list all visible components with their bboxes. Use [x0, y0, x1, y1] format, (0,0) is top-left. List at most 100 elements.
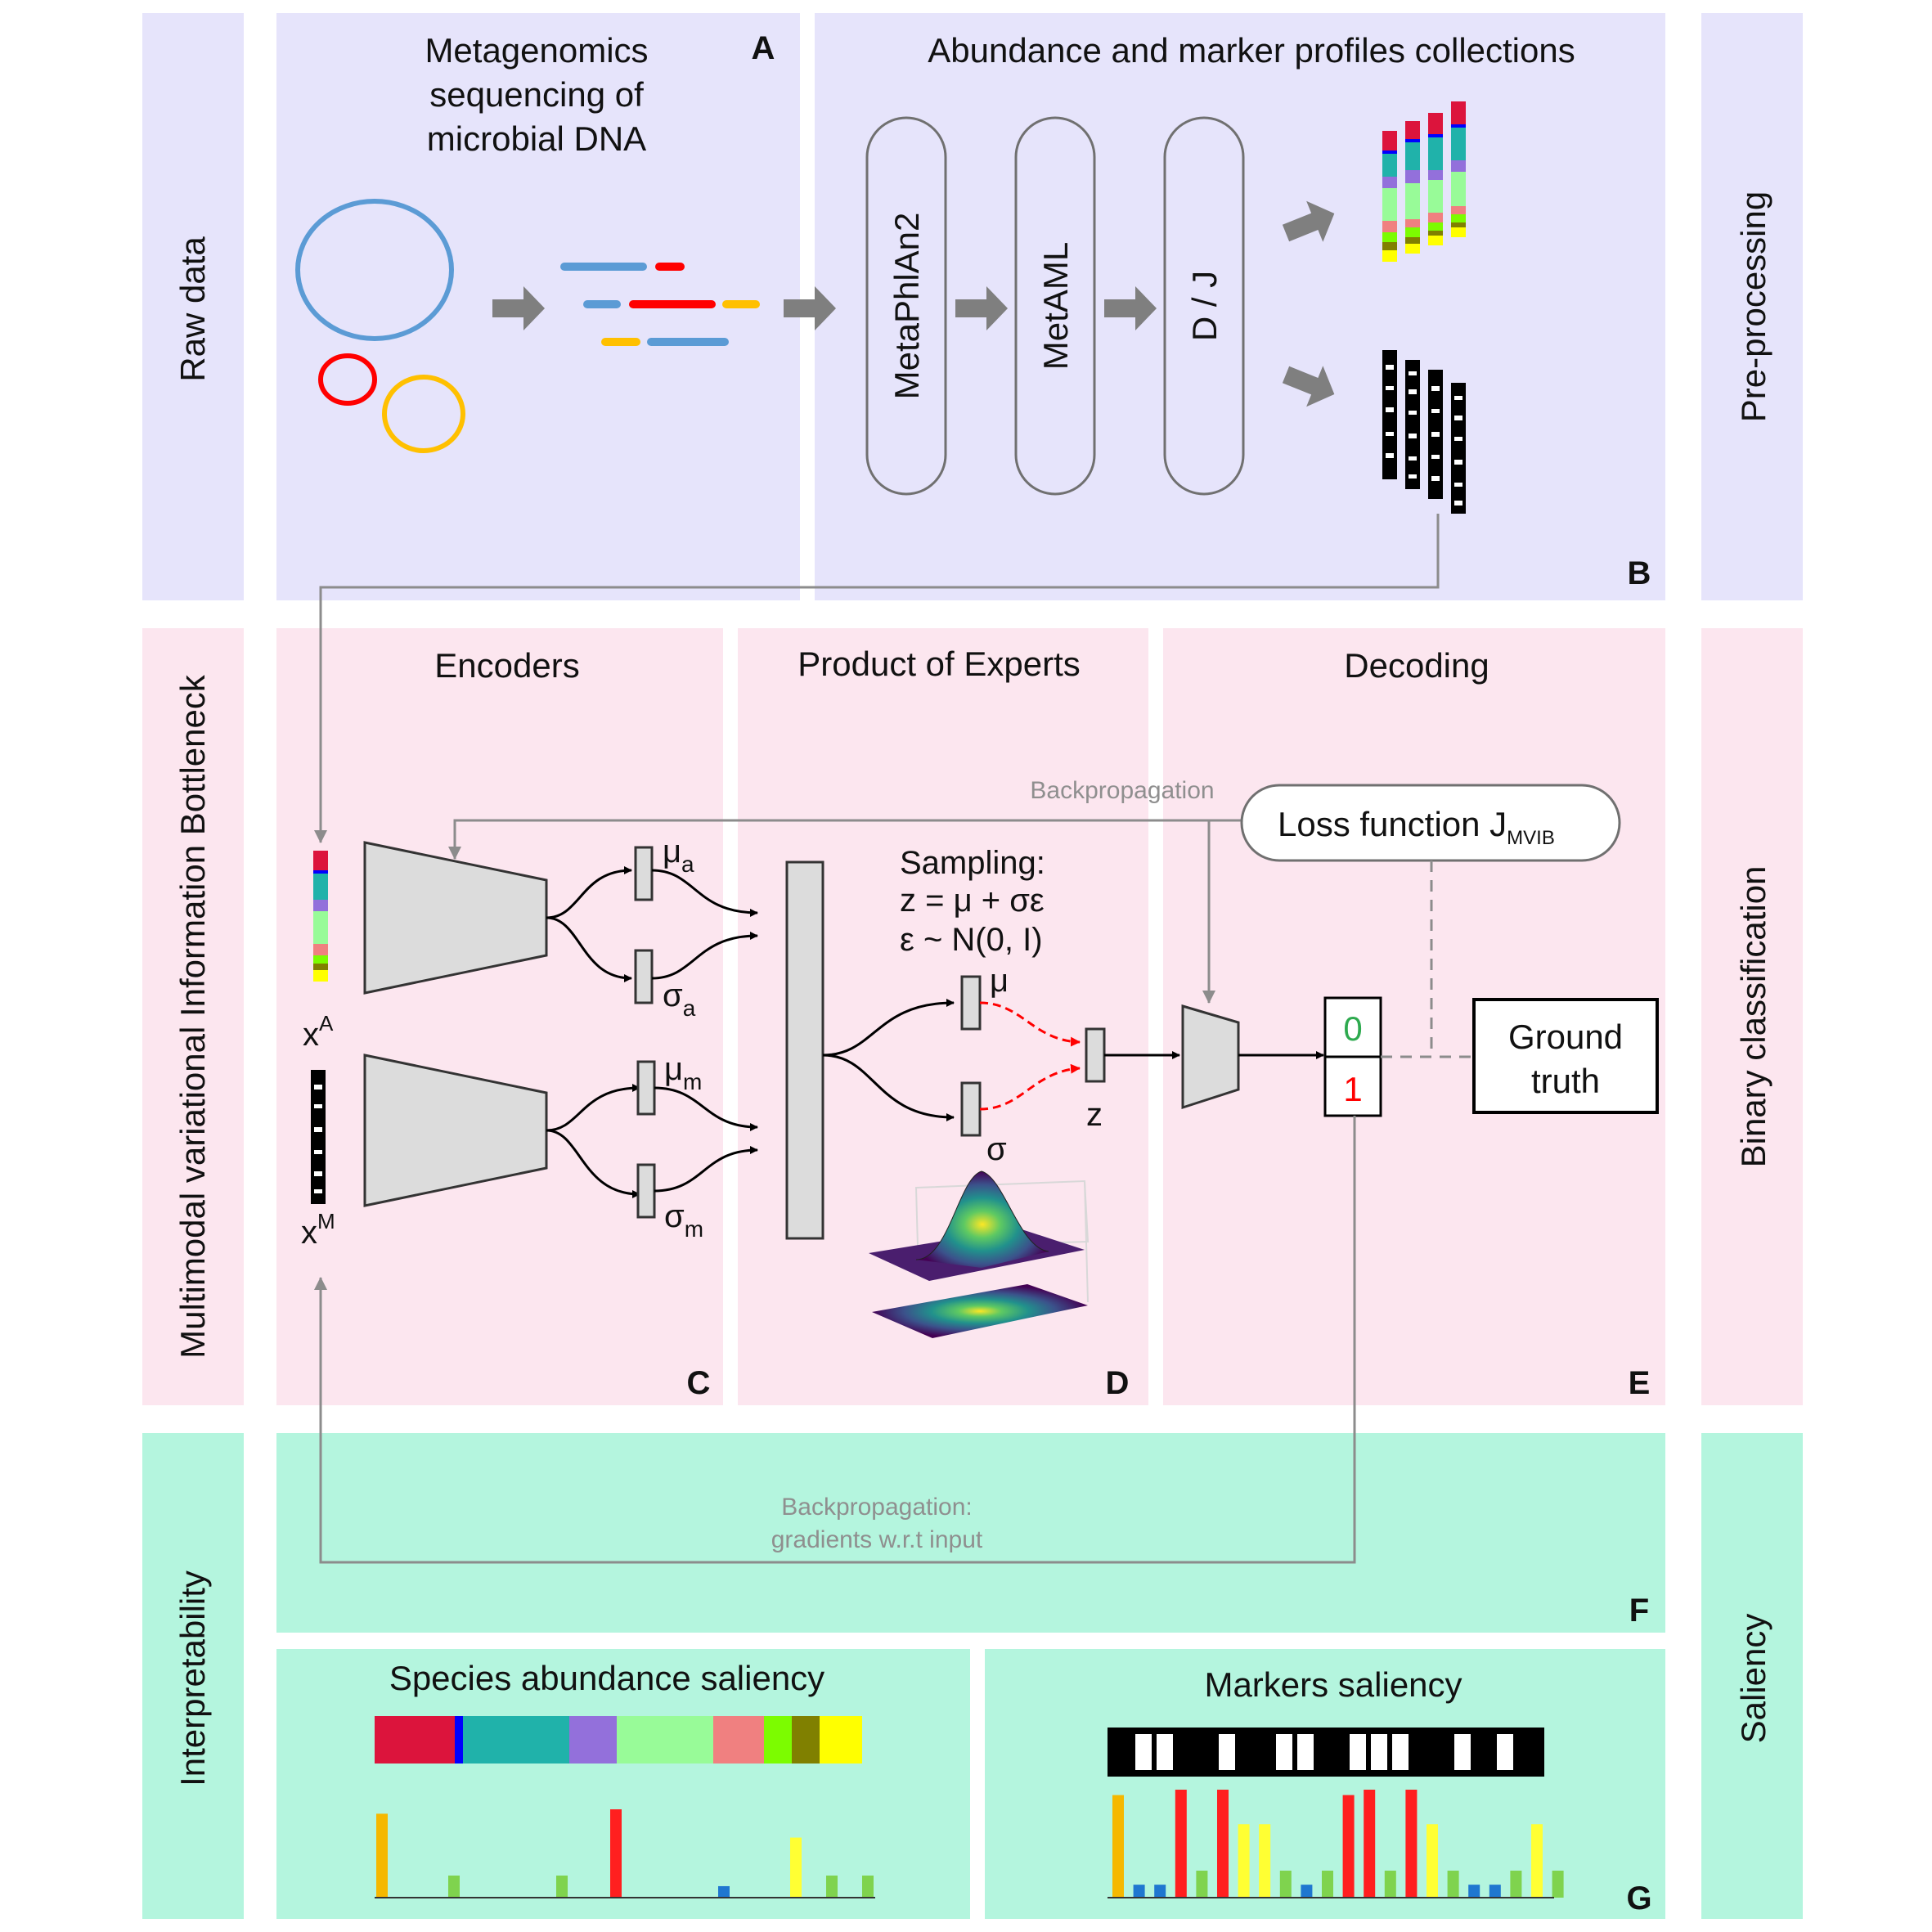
saliency-bar [1217, 1790, 1229, 1898]
grey-arrow-1 [492, 286, 545, 330]
dna-circle-blue [295, 199, 454, 341]
gaussian-plot [869, 1170, 1090, 1338]
saliency-bar [1510, 1871, 1522, 1898]
dna-fragments [560, 263, 760, 346]
panel-f [276, 1433, 1665, 1633]
sigma-m-label: σm [664, 1198, 703, 1242]
panel-letter-b: B [1628, 555, 1651, 591]
saliency-side-panel [1701, 1433, 1803, 1919]
output-zero: 0 [1343, 1009, 1362, 1048]
saliency-bar [1279, 1871, 1292, 1898]
input-connector [314, 514, 1440, 843]
dna-circle-orange [382, 375, 465, 453]
mu-m-label: μm [664, 1051, 702, 1094]
product-of-experts-heading: Product of Experts [798, 645, 1081, 683]
markers-saliency-bars [1112, 1790, 1564, 1898]
decoding-heading: Decoding [1344, 646, 1489, 685]
saliency-bar [1301, 1885, 1313, 1898]
input-marker-profile [311, 1070, 326, 1204]
grey-arrow-down [1282, 366, 1335, 407]
panel-a-title-line-2: sequencing of [429, 75, 644, 114]
species-bar-strip [375, 1716, 862, 1764]
mvib-label: Multimodal variational Information Bottl… [173, 674, 212, 1359]
saliency-bar [1427, 1824, 1438, 1898]
saliency-bar [1154, 1885, 1166, 1898]
panel-a-title-line-1: Metagenomics [425, 31, 648, 70]
binary-classification-label: Binary classification [1734, 866, 1772, 1168]
saliency-bar [1531, 1824, 1543, 1898]
markers-saliency-title: Markers saliency [1204, 1665, 1462, 1704]
decoder [1181, 1004, 1240, 1110]
panel-b-title: Abundance and marker profiles collection… [928, 31, 1575, 70]
saliency-bar [1112, 1795, 1124, 1898]
sigma-a-box [634, 949, 654, 1004]
panel-letter-d: D [1106, 1365, 1130, 1401]
sigma-a-to-poe [651, 932, 758, 980]
loss-function-label: Loss function JMVIB [1278, 805, 1555, 849]
grey-arrow-2 [784, 286, 836, 330]
mu-a-box [634, 846, 654, 901]
saliency-bar [1342, 1795, 1355, 1898]
loss-function-subscript: MVIB [1507, 827, 1555, 849]
mvib-side-panel [142, 628, 244, 1405]
pre-processing-side-panel [1701, 13, 1803, 600]
input-label-xm: xM [301, 1209, 335, 1251]
poe-to-mu [822, 999, 955, 1057]
mu-m-to-poe [654, 1086, 758, 1131]
saliency-bar [718, 1885, 730, 1898]
output-one: 1 [1343, 1070, 1362, 1108]
saliency-bar [556, 1876, 568, 1898]
saliency-bar [1133, 1885, 1145, 1898]
loss-function-text: Loss function J [1278, 805, 1507, 843]
backprop-gradients-line-2: gradients w.r.t input [771, 1526, 983, 1553]
tool-pill-metaml [1014, 116, 1096, 496]
abundance-profiles [1382, 101, 1466, 262]
mu-to-z [979, 1001, 1081, 1047]
saliency-bar [1447, 1871, 1459, 1898]
mu-a-to-poe [651, 869, 758, 917]
backprop-path [448, 819, 1242, 860]
dna-circle-red [318, 353, 377, 406]
panel-letter-g: G [1626, 1880, 1651, 1916]
saliency-bar [1552, 1871, 1564, 1898]
saliency-bar [376, 1813, 388, 1898]
panel-letter-c: C [687, 1365, 711, 1401]
sigma-a-label: σa [663, 977, 696, 1021]
tool-pill-metaphlan2 [865, 116, 947, 496]
ground-truth-line-2: truth [1531, 1062, 1600, 1100]
saliency-bar [1384, 1871, 1396, 1898]
mu-box [960, 975, 982, 1031]
sampling-line-2: z = μ + σε [900, 883, 1045, 919]
sigma-to-z [979, 1063, 1081, 1111]
tool-label-metaml: MetAML [1036, 242, 1075, 370]
encoders-heading: Encoders [434, 646, 579, 685]
species-saliency-bars [376, 1809, 874, 1898]
ground-truth-box [1472, 998, 1659, 1114]
encoder-markers [363, 1054, 548, 1207]
tool-label-dj: D / J [1185, 271, 1224, 341]
panel-letter-a: A [752, 30, 775, 66]
tool-label-metaphlan2: MetaPhlAn2 [887, 213, 926, 400]
panel-c [276, 628, 723, 1405]
saliency-label: Saliency [1734, 1614, 1772, 1744]
sigma-m-box [636, 1163, 656, 1219]
saliency-bar [1175, 1790, 1187, 1898]
saliency-bar [862, 1876, 874, 1898]
saliency-bar [1468, 1885, 1480, 1898]
binary-classification-side-panel [1701, 628, 1803, 1405]
interpretability-side-panel [142, 1433, 244, 1919]
marker-bar-strip [1108, 1728, 1544, 1777]
species-saliency-title: Species abundance saliency [389, 1659, 824, 1697]
z-label: z [1086, 1097, 1103, 1133]
sigma-m-to-poe [654, 1146, 758, 1193]
grey-arrow-4 [1104, 286, 1157, 330]
raw-data-side-panel [142, 13, 244, 600]
sampling-line-1: Sampling: [900, 845, 1045, 881]
saliency-bar [826, 1876, 838, 1898]
saliency-bar [790, 1837, 802, 1898]
grey-arrow-up [1282, 200, 1335, 242]
z-box [1085, 1027, 1106, 1083]
poe-to-sigma [822, 1054, 955, 1121]
saliency-bar [448, 1876, 460, 1898]
